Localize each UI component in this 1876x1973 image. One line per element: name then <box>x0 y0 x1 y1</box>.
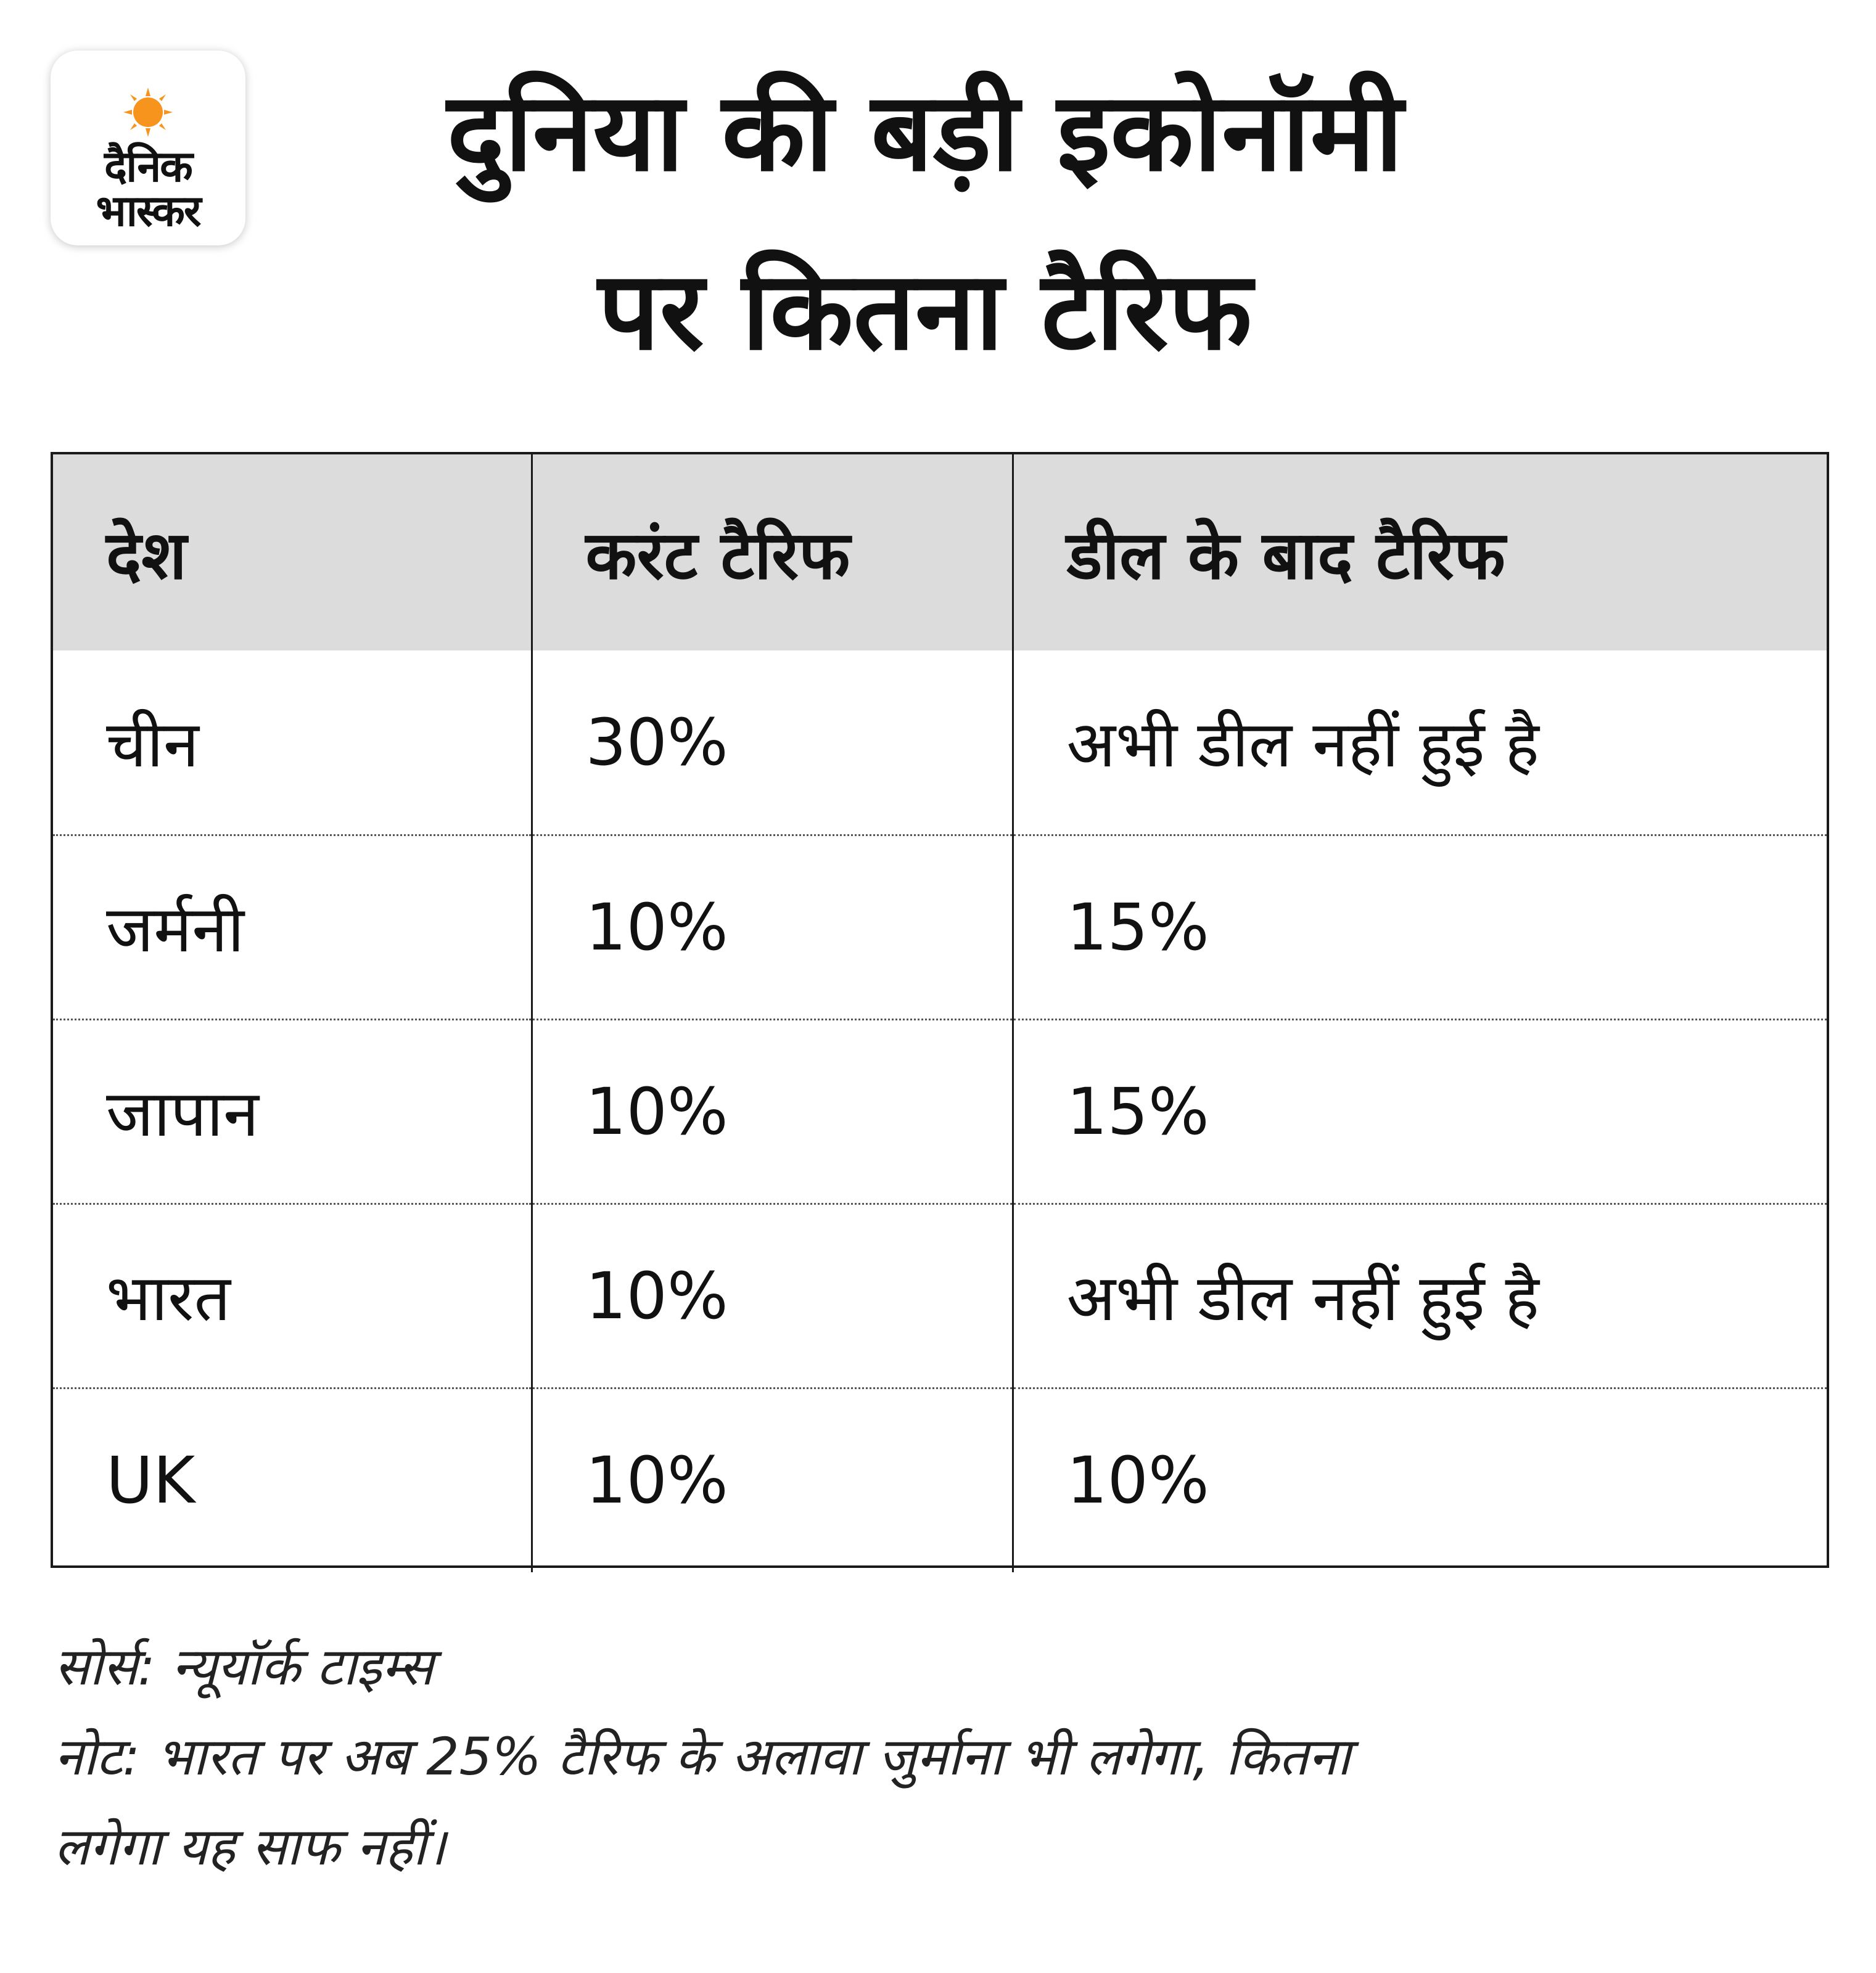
cell-post-deal-tariff: अभी डील नहीं हुई है <box>1011 650 1827 835</box>
footer-notes: सोर्स: न्यूयॉर्क टाइम्स नोट: भारत पर अब … <box>54 1622 1781 1892</box>
header-country: देश <box>106 517 187 594</box>
cell-current-tariff: 10% <box>530 1387 1013 1572</box>
cell-country: UK <box>53 1387 532 1572</box>
cell-post-deal-tariff: 15% <box>1011 1018 1827 1204</box>
table-row: UK 10% 10% <box>53 1387 1827 1572</box>
logo-text-line-2: भास्कर <box>96 186 202 236</box>
header-post-deal-tariff: डील के बाद टैरिफ <box>1011 454 1827 650</box>
table-row: जर्मनी 10% 15% <box>53 834 1827 1019</box>
cell-country: जापान <box>53 1018 532 1204</box>
cell-post-deal-tariff: 15% <box>1011 834 1827 1019</box>
cell-country: जर्मनी <box>53 834 532 1019</box>
note-line-2: लगेगा यह साफ नहीं। <box>54 1816 446 1877</box>
cell-current-tariff: 30% <box>530 650 1013 835</box>
dainik-bhaskar-logo: दैनिक भास्कर <box>51 51 245 245</box>
cell-post-deal-tariff: अभी डील नहीं हुई है <box>1011 1202 1827 1388</box>
source-credit: सोर्स: न्यूयॉर्क टाइम्स <box>54 1636 434 1697</box>
table-row: चीन 30% अभी डील नहीं हुई है <box>53 650 1827 835</box>
tariff-table: देश करंट टैरिफ डील के बाद टैरिफ चीन 30% … <box>51 452 1829 1572</box>
title-line-1: दुनिया की बड़ी इकोनॉमी <box>446 69 1404 195</box>
page-title: दुनिया की बड़ी इकोनॉमी पर कितना टैरिफ <box>271 43 1579 401</box>
cell-current-tariff: 10% <box>530 834 1013 1019</box>
header-current-tariff: करंट टैरिफ <box>530 454 1013 650</box>
note-line-1: नोट: भारत पर अब 25% टैरिफ के अलावा जुर्म… <box>54 1726 1351 1787</box>
cell-current-tariff: 10% <box>530 1202 1013 1388</box>
table-header-row: देश करंट टैरिफ डील के बाद टैरिफ <box>53 454 1827 650</box>
table-row: भारत 10% अभी डील नहीं हुई है <box>53 1202 1827 1388</box>
table-row: जापान 10% 15% <box>53 1018 1827 1204</box>
cell-country: भारत <box>53 1202 532 1388</box>
cell-post-deal-tariff: 10% <box>1011 1387 1827 1572</box>
sun-icon <box>123 88 173 137</box>
cell-country: चीन <box>106 707 199 782</box>
title-line-2: पर कितना टैरिफ <box>598 248 1253 374</box>
logo-text-line-1: दैनिक <box>104 141 193 192</box>
cell-current-tariff: 10% <box>530 1018 1013 1204</box>
